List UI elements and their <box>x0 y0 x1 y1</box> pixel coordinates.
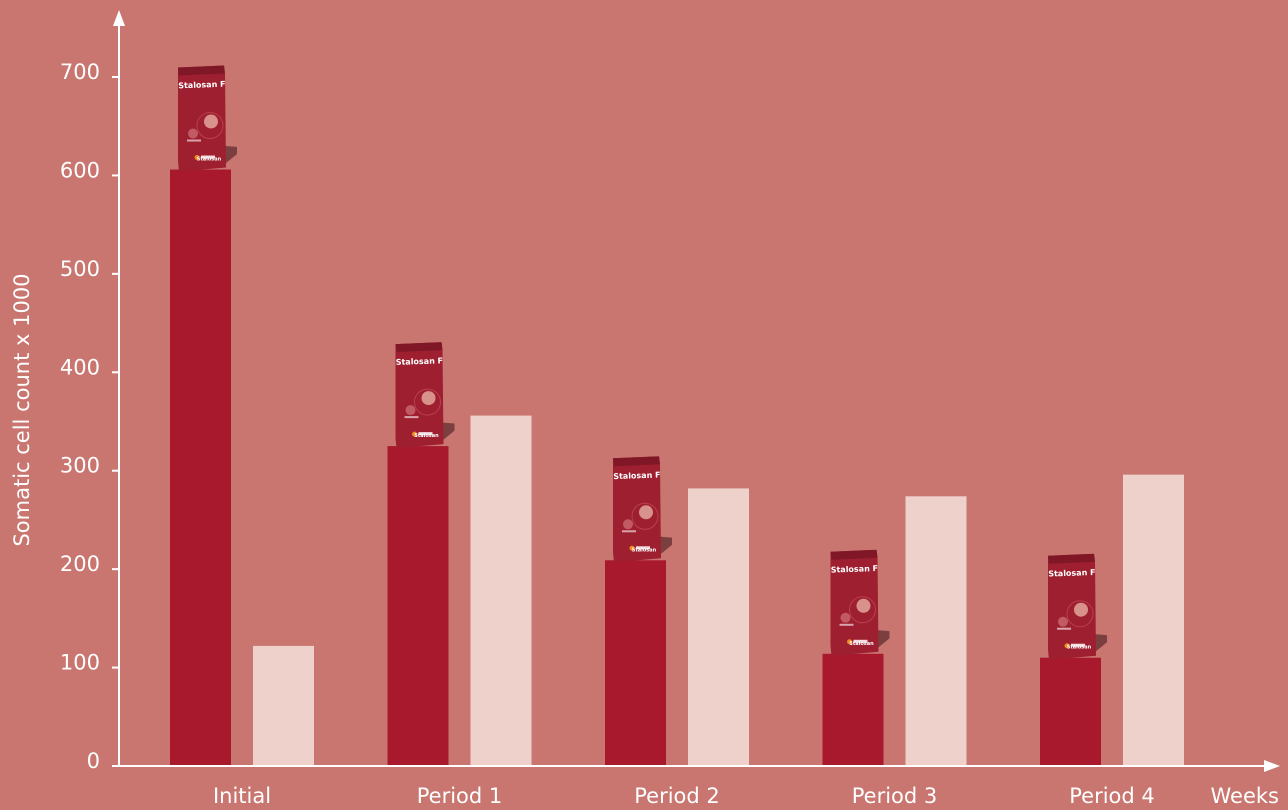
product-bag-icon: Stalosan F Stalosan <box>830 549 890 657</box>
bag-logo-text: Stalosan <box>1067 645 1092 651</box>
axes <box>112 10 1280 772</box>
bag-brand-text: Stalosan F <box>178 80 226 91</box>
product-bag-icon: Stalosan F Stalosan <box>1047 553 1107 661</box>
y-axis-title: Somatic cell count x 1000 <box>10 273 34 546</box>
y-tick-label: 600 <box>60 158 100 182</box>
x-category-label: Period 4 <box>1069 784 1155 808</box>
bar-series-1 <box>387 446 449 766</box>
bag-logo-text: Stalosan <box>197 157 222 163</box>
bar-series-2 <box>253 645 314 766</box>
x-category-label: Period 1 <box>417 784 503 808</box>
bar-series-2 <box>905 496 967 766</box>
bar-series-1 <box>1040 657 1101 766</box>
bar-series-2 <box>470 415 532 766</box>
y-tick-label: 700 <box>60 60 100 84</box>
x-category-label: Initial <box>213 784 271 808</box>
x-axis-arrow <box>1264 760 1280 772</box>
y-tick-label: 300 <box>60 454 100 478</box>
bar-series-2 <box>688 488 749 766</box>
y-tick-label: 400 <box>60 355 100 379</box>
product-bag-icon: Stalosan F Stalosan <box>395 342 455 449</box>
bag-brand-text: Stalosan F <box>396 356 444 367</box>
bag-logo-text: Stalosan <box>849 641 874 647</box>
y-axis-arrow <box>113 10 125 26</box>
product-bag-icon: Stalosan F Stalosan <box>612 456 672 563</box>
y-tick-label: 0 <box>87 749 100 773</box>
x-category-label: Period 2 <box>634 784 720 808</box>
bag-brand-text: Stalosan F <box>1048 568 1096 579</box>
bar-series-2 <box>1123 474 1184 766</box>
bar-series-1 <box>605 560 666 766</box>
y-tick-label: 100 <box>60 651 100 675</box>
x-category-label: Period 3 <box>852 784 938 808</box>
bag-logo-text: Stalosan <box>632 547 657 553</box>
bag-brand-text: Stalosan F <box>831 564 879 575</box>
bag-brand-text: Stalosan F <box>613 470 661 481</box>
bag-logo-text: Stalosan <box>414 433 439 439</box>
bar-series-1 <box>170 169 231 767</box>
y-tick-label: 500 <box>60 257 100 281</box>
product-bag-icon: Stalosan F Stalosan <box>177 65 237 173</box>
bar-series-1 <box>822 653 884 766</box>
x-axis-title: Weeks <box>1211 784 1279 808</box>
y-tick-label: 200 <box>60 552 100 576</box>
